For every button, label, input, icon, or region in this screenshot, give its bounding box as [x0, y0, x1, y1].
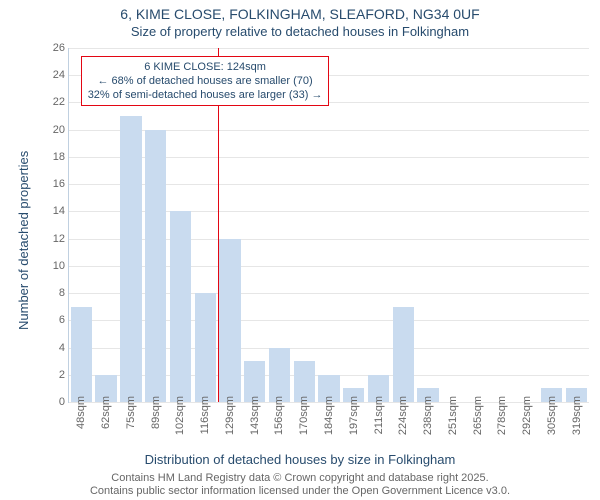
gridline	[69, 48, 589, 49]
x-tick: 184sqm	[323, 396, 335, 435]
y-tick: 6	[39, 314, 65, 326]
y-axis-label: Number of detached properties	[16, 151, 31, 330]
bar	[71, 307, 92, 402]
x-tick: 156sqm	[273, 396, 285, 435]
y-tick: 16	[39, 178, 65, 190]
chart-subtitle: Size of property relative to detached ho…	[0, 24, 600, 39]
x-tick: 319sqm	[571, 396, 583, 435]
chart-title: 6, KIME CLOSE, FOLKINGHAM, SLEAFORD, NG3…	[0, 6, 600, 22]
bar	[393, 307, 414, 402]
x-tick: 238sqm	[422, 396, 434, 435]
plot-area: 0246810121416182022242648sqm62sqm75sqm89…	[68, 48, 589, 403]
x-tick: 89sqm	[150, 396, 162, 429]
x-tick: 143sqm	[249, 396, 261, 435]
y-tick: 20	[39, 124, 65, 136]
y-tick: 8	[39, 287, 65, 299]
y-tick: 22	[39, 96, 65, 108]
bar	[195, 293, 216, 402]
y-tick: 24	[39, 69, 65, 81]
bar	[145, 130, 166, 402]
x-tick: 224sqm	[397, 396, 409, 435]
y-tick: 14	[39, 205, 65, 217]
x-tick: 62sqm	[100, 396, 112, 429]
y-tick: 0	[39, 396, 65, 408]
y-tick: 10	[39, 260, 65, 272]
y-tick: 12	[39, 233, 65, 245]
footnote-2: Contains public sector information licen…	[0, 485, 600, 497]
annotation-box: 6 KIME CLOSE: 124sqm← 68% of detached ho…	[81, 56, 330, 106]
x-tick: 75sqm	[125, 396, 137, 429]
y-tick: 18	[39, 151, 65, 163]
y-tick: 4	[39, 342, 65, 354]
bar	[170, 211, 191, 402]
annot-line3: 32% of semi-detached houses are larger (…	[88, 88, 323, 102]
x-tick: 292sqm	[521, 396, 533, 435]
annot-line2: ← 68% of detached houses are smaller (70…	[88, 74, 323, 88]
x-tick: 102sqm	[174, 396, 186, 435]
x-tick: 197sqm	[348, 396, 360, 435]
bar	[269, 348, 290, 402]
footnote-1: Contains HM Land Registry data © Crown c…	[0, 472, 600, 484]
annot-line1: 6 KIME CLOSE: 124sqm	[88, 60, 323, 74]
histogram-chart: 6, KIME CLOSE, FOLKINGHAM, SLEAFORD, NG3…	[0, 0, 600, 500]
x-tick: 170sqm	[298, 396, 310, 435]
bar	[120, 116, 141, 402]
x-tick: 116sqm	[199, 396, 211, 434]
x-axis-label: Distribution of detached houses by size …	[0, 452, 600, 467]
y-tick: 2	[39, 369, 65, 381]
x-tick: 305sqm	[546, 396, 558, 435]
x-tick: 48sqm	[75, 396, 87, 429]
x-tick: 265sqm	[472, 396, 484, 435]
x-tick: 251sqm	[447, 396, 459, 435]
x-tick: 211sqm	[373, 396, 385, 434]
bar	[219, 239, 240, 402]
x-tick: 129sqm	[224, 396, 236, 435]
y-tick: 26	[39, 42, 65, 54]
x-tick: 278sqm	[496, 396, 508, 435]
